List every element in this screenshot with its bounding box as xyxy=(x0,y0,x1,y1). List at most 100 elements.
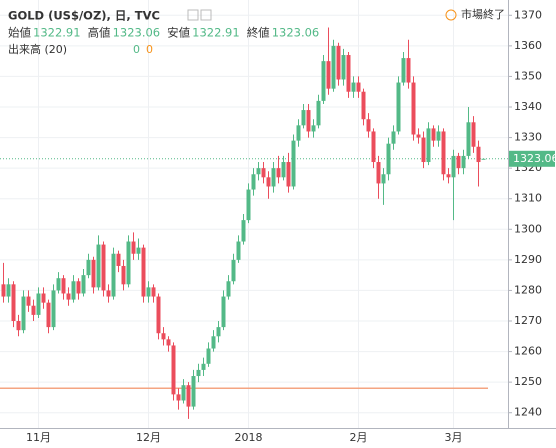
candle-body xyxy=(136,247,141,254)
candle-body xyxy=(391,131,396,144)
y-tick-label: 1360 xyxy=(514,39,542,52)
candle-body xyxy=(471,122,476,147)
candle-body xyxy=(396,82,401,132)
indicator-value: 0 xyxy=(146,43,153,56)
candle-body xyxy=(336,45,341,80)
candle-body xyxy=(316,100,321,126)
ohlc-label: 始値 xyxy=(8,26,31,40)
candle-body xyxy=(381,174,386,184)
candle-body xyxy=(401,58,406,83)
candle-body xyxy=(186,385,191,407)
candle-body xyxy=(51,290,56,328)
candle-body xyxy=(476,146,481,163)
candle-body xyxy=(116,253,121,266)
candle-body xyxy=(141,247,146,297)
candle-body xyxy=(431,128,436,141)
candle-body xyxy=(6,284,11,297)
symbol-title: GOLD (US$/OZ), 日, TVC xyxy=(8,9,160,23)
candle-body xyxy=(56,278,61,291)
candle-body xyxy=(21,296,26,331)
candle-body xyxy=(96,244,101,288)
y-tick-label: 1240 xyxy=(514,406,542,419)
y-tick-label: 1270 xyxy=(514,314,542,327)
indicator-label: 出来高 (20) xyxy=(8,42,67,56)
status-icon xyxy=(445,9,457,21)
candle-body xyxy=(1,284,6,297)
candle-body xyxy=(461,155,466,169)
candle-body xyxy=(286,162,291,187)
candle-body xyxy=(371,131,376,163)
candle-body xyxy=(161,333,166,340)
candle-body xyxy=(271,168,276,187)
candle-body xyxy=(426,128,431,163)
ohlc-label: 安値 xyxy=(167,26,190,40)
candle-body xyxy=(446,174,451,178)
candle-body xyxy=(246,189,251,221)
x-tick-label: 2月 xyxy=(350,431,368,444)
candle-body xyxy=(376,162,381,184)
candle-body xyxy=(206,348,211,364)
candle-body xyxy=(146,287,151,297)
candle-body xyxy=(171,345,176,395)
ohlc-label: 高値 xyxy=(88,26,111,40)
candle-body xyxy=(351,82,356,92)
candle-body xyxy=(196,369,201,377)
button-icon[interactable] xyxy=(200,9,212,21)
candle-body xyxy=(326,61,331,89)
candle-body xyxy=(306,110,311,132)
market-status: 市場終了 xyxy=(461,7,505,21)
candle-body xyxy=(361,91,366,120)
candle-body xyxy=(346,55,351,92)
ohlc-label: 終値 xyxy=(247,26,270,40)
candle-body xyxy=(341,55,346,80)
y-tick-label: 1250 xyxy=(514,375,542,388)
y-tick-label: 1330 xyxy=(514,131,542,144)
candle-body xyxy=(421,137,426,163)
y-tick-label: 1300 xyxy=(514,222,542,235)
y-tick-label: 1340 xyxy=(514,100,542,113)
candle-body xyxy=(66,293,71,300)
candle-body xyxy=(256,168,261,175)
candle-body xyxy=(86,259,91,276)
ohlc-value: 1323.06 xyxy=(113,26,161,40)
last-price-badge xyxy=(509,150,555,167)
candle-body xyxy=(181,385,186,401)
candle-body xyxy=(201,363,206,370)
y-tick-label: 1280 xyxy=(514,283,542,296)
candle-body xyxy=(281,162,286,178)
candle-body xyxy=(226,281,231,297)
candle-body xyxy=(236,241,241,260)
candle-body xyxy=(441,131,446,175)
candle-body xyxy=(416,134,421,138)
y-tick-label: 1290 xyxy=(514,253,542,266)
candle-body xyxy=(76,281,81,294)
candle-body xyxy=(456,155,461,169)
candle-body xyxy=(31,305,36,315)
x-tick-label: 11月 xyxy=(26,431,51,444)
x-tick-label: 2018 xyxy=(235,431,263,444)
indicator-value: 0 xyxy=(133,43,140,56)
y-tick-label: 1370 xyxy=(514,8,542,21)
candle-body xyxy=(436,131,441,141)
candle-body xyxy=(111,253,116,297)
ohlc-value: 1322.91 xyxy=(33,26,81,40)
candle-body xyxy=(331,45,336,89)
y-tick-label: 1350 xyxy=(514,69,542,82)
candle-body xyxy=(386,143,391,175)
candle-body xyxy=(61,278,66,294)
candle-body xyxy=(71,281,76,300)
button-icon[interactable] xyxy=(187,9,199,21)
candle-body xyxy=(36,293,41,315)
candle-body xyxy=(41,293,46,303)
candle-body xyxy=(301,110,306,126)
ohlc-value: 1323.06 xyxy=(272,26,320,40)
grid xyxy=(0,0,508,428)
x-tick-label: 3月 xyxy=(445,431,463,444)
candle-body xyxy=(216,327,221,337)
candle-body xyxy=(101,244,106,291)
candle-body xyxy=(231,259,236,282)
candle-body xyxy=(451,155,456,178)
x-tick-label: 12月 xyxy=(136,431,161,444)
